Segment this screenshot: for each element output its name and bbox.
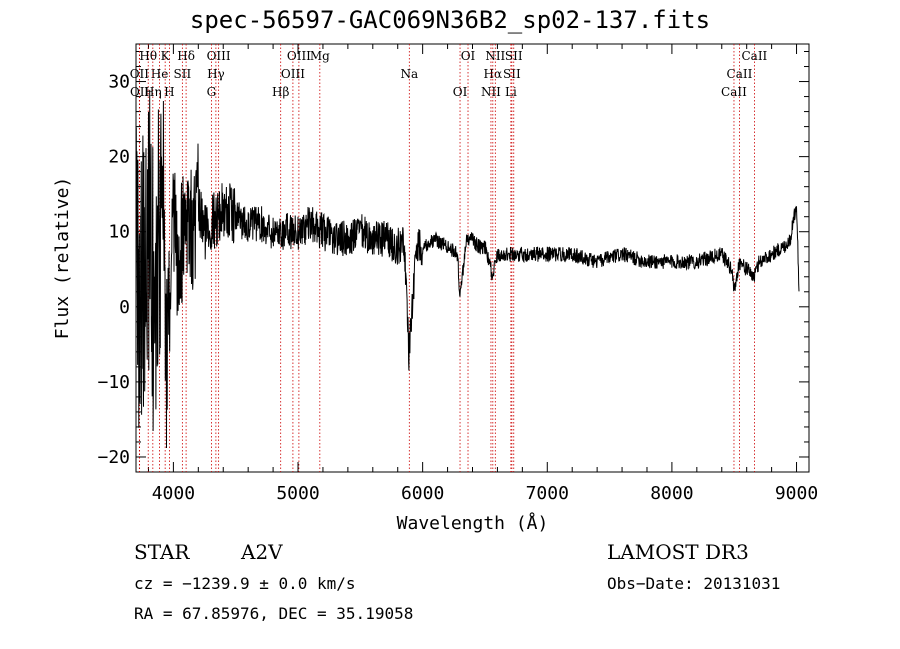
coordinates: RA = 67.85976, DEC = 35.19058	[134, 604, 414, 623]
object-subclass: A2V	[241, 540, 283, 564]
line-label: Hβ	[272, 85, 289, 99]
line-label: OIII	[207, 49, 231, 63]
line-label: G	[207, 85, 217, 99]
x-axis-label: Wavelength (Å)	[397, 512, 549, 534]
line-label: Hα	[484, 67, 503, 81]
line-label: NII	[481, 85, 501, 99]
line-label: OIII	[281, 67, 305, 81]
x-tick-label: 6000	[401, 483, 444, 504]
line-label: Hη	[144, 85, 162, 99]
line-label: H	[164, 85, 174, 99]
y-tick-label: −20	[97, 447, 130, 468]
line-label: OII	[130, 67, 150, 81]
line-label: CaII	[727, 67, 753, 81]
y-tick-label: −10	[97, 372, 130, 393]
line-label: OIII	[287, 49, 311, 63]
x-tick-label: 9000	[775, 483, 818, 504]
observation-date: Obs−Date: 20131031	[607, 574, 781, 593]
chart-title: spec-56597-GAC069N36B2_sp02-137.fits	[189, 6, 711, 34]
y-tick-label: 10	[108, 222, 130, 243]
line-label: NII	[485, 49, 505, 63]
line-label: Li	[505, 85, 517, 99]
line-label: SII	[503, 67, 521, 81]
line-label: He	[151, 67, 169, 81]
x-tick-label: 4000	[152, 483, 195, 504]
line-label: CaII	[721, 85, 747, 99]
redshift-velocity: cz = −1239.9 ± 0.0 km/s	[134, 574, 356, 593]
x-tick-label: 8000	[650, 483, 693, 504]
line-label: Hθ	[139, 49, 157, 63]
line-label: Hγ	[207, 67, 225, 81]
y-axis-label: Flux (relative)	[52, 177, 73, 340]
line-label: K	[161, 49, 171, 63]
line-label: OII	[130, 85, 150, 99]
y-tick-label: 0	[119, 297, 130, 318]
line-label: OI	[461, 49, 476, 63]
line-label: CaII	[741, 49, 767, 63]
line-label: SII	[174, 67, 192, 81]
y-tick-label: 20	[108, 147, 130, 168]
line-label: SII	[505, 49, 523, 63]
line-label: Hδ	[177, 49, 195, 63]
y-tick-label: 30	[108, 72, 130, 93]
object-class: STAR	[134, 540, 190, 564]
line-label: OI	[453, 85, 468, 99]
line-label: Na	[400, 67, 418, 81]
x-tick-label: 7000	[526, 483, 569, 504]
flux-series-line	[135, 89, 800, 449]
survey-name: LAMOST DR3	[607, 540, 749, 564]
x-tick-label: 5000	[276, 483, 319, 504]
line-label: Mg	[310, 49, 330, 63]
